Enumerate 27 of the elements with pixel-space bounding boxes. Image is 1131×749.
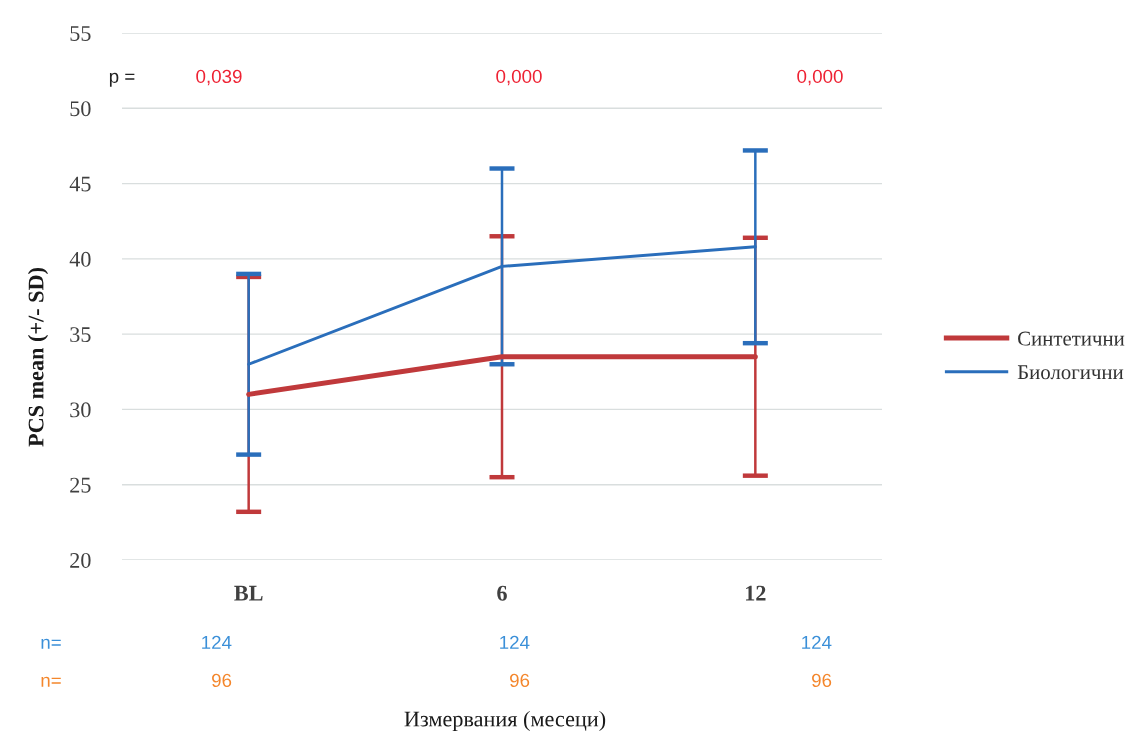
y-tick-label: 25 [70, 477, 91, 493]
y-tick-label: 40 [69, 251, 91, 267]
annotation: p = [109, 72, 135, 87]
y-tick-label: 35 [70, 327, 91, 343]
text: 124 [202, 635, 232, 649]
text: 96 [812, 673, 832, 688]
y-axis-title: PCS mean (+/- SD) [27, 268, 49, 447]
text: 96 [510, 673, 530, 688]
x-tick-label: BL [234, 585, 263, 601]
y-tick-label: 45 [69, 176, 91, 192]
annotation: 0,000 [797, 69, 843, 86]
annotation: 0,039 [196, 69, 242, 86]
y-tick-label: 55 [70, 26, 91, 41]
text: n= [41, 638, 61, 649]
annotation: 0,000 [496, 69, 542, 86]
text: 124 [500, 635, 530, 649]
y-tick-label: 50 [70, 101, 91, 117]
legend-label: Биологични [1017, 365, 1124, 380]
text: 124 [802, 635, 832, 649]
x-tick-label: 12 [746, 585, 766, 601]
y-tick-label: 30 [70, 402, 91, 418]
x-axis-title: Измервания (месеци) [404, 710, 606, 732]
text: 96 [212, 673, 232, 688]
text: n= [41, 676, 61, 687]
x-tick-label: 6 [497, 585, 507, 601]
y-tick-label: 20 [70, 552, 91, 568]
legend-label: Синтетични [1018, 331, 1125, 346]
